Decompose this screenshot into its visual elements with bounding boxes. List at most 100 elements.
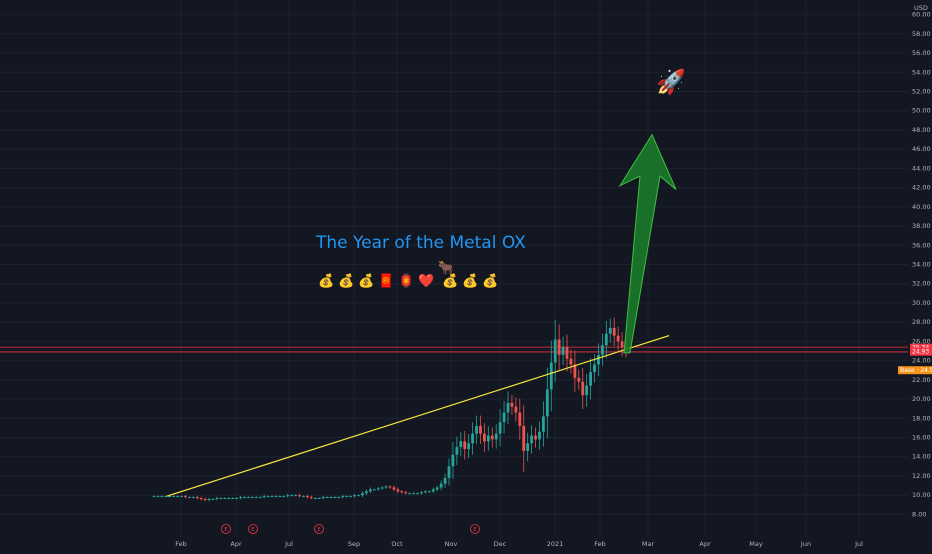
candle-body: [180, 496, 183, 498]
emoji-icon: 🏮: [398, 273, 414, 289]
candle-body: [313, 498, 317, 500]
x-tick-label: Apr: [230, 540, 242, 548]
candle-body: [608, 327, 612, 334]
candle-body: [526, 443, 530, 451]
candle-body: [258, 497, 262, 499]
candle-body: [286, 495, 290, 497]
candle-body: [424, 491, 427, 493]
candle-body: [620, 341, 624, 348]
candle-body: [199, 498, 203, 500]
candle-body: [581, 381, 585, 396]
earnings-marker[interactable]: [221, 524, 231, 534]
x-tick-label: Nov: [445, 540, 458, 548]
x-tick-label: Mar: [642, 540, 655, 548]
candle-body: [463, 441, 467, 450]
candle-body: [447, 466, 451, 478]
y-tick-label: 60.00: [912, 11, 931, 19]
trendline[interactable]: [166, 335, 670, 497]
x-axis[interactable]: Feb Apr Jul Sep Oct Nov Dec 2021 Feb Mar Apr May Jun…: [0, 537, 932, 550]
candle-body: [565, 347, 569, 359]
x-tick-label: Sep: [348, 540, 360, 548]
y-tick-label: 18.00: [912, 414, 931, 422]
emoji-line: 💰 💰 💰 🧧 🏮 ❤️🐂💰 💰 💰: [318, 261, 498, 289]
emoji-icon: 💰: [318, 273, 334, 289]
candle-body: [184, 496, 187, 498]
candle-body: [459, 441, 463, 448]
y-tick-label: 46.00: [912, 145, 931, 153]
candle-body: [514, 406, 518, 413]
x-tick-label: Jul: [854, 540, 863, 548]
candle-body: [250, 497, 254, 499]
candle-body: [247, 497, 250, 499]
rocket-icon: 🚀: [656, 68, 686, 96]
emoji-icon: ❤️: [418, 273, 435, 289]
candle-body: [188, 497, 191, 499]
y-axis[interactable]: 8.00 10.00 12.00 14.00 16.00 18.00 20.00 22.00 2…: [908, 0, 932, 550]
candle-body: [396, 489, 400, 492]
y-tick-label: 50.00: [912, 107, 931, 115]
candle-body: [612, 327, 616, 336]
earnings-marker[interactable]: [314, 524, 324, 534]
y-tick-label: 8.00: [912, 510, 926, 518]
y-tick-label: 24.00: [912, 357, 931, 365]
candle-body: [573, 364, 577, 378]
candle-body: [601, 345, 604, 355]
candle-body: [294, 495, 297, 497]
candle-body: [534, 435, 537, 440]
candle-body: [325, 497, 329, 499]
trendline-layer: [166, 335, 670, 497]
x-tick-label: 2021: [547, 540, 564, 548]
y-tick-label: 36.00: [912, 241, 931, 249]
candle-body: [569, 358, 573, 365]
emoji-icon: 💰: [338, 273, 354, 289]
candle-body: [365, 491, 368, 494]
candle-body: [408, 493, 412, 495]
price-label-box: [910, 347, 932, 356]
candle-body: [211, 499, 215, 501]
candle-body: [361, 493, 364, 496]
x-tick-label: Feb: [594, 540, 606, 548]
chart-title: The Year of the Metal OX: [315, 233, 526, 253]
x-tick-label: May: [749, 540, 763, 548]
candle-body: [412, 493, 415, 495]
y-tick-label: 22.00: [912, 376, 931, 384]
candle-body: [486, 435, 490, 442]
candle-body: [400, 491, 404, 493]
emoji-icon: 💰: [482, 273, 498, 289]
candle-body: [518, 412, 522, 426]
candle-body: [530, 435, 533, 444]
candle-body: [376, 488, 380, 490]
candle-body: [329, 497, 333, 499]
candle-body: [278, 496, 282, 498]
y-tick-label: 30.00: [912, 299, 931, 307]
emoji-icon: 💰: [462, 273, 478, 289]
x-tick-label: Oct: [391, 540, 403, 548]
candle-body: [168, 496, 172, 498]
x-tick-label: Jun: [800, 540, 811, 548]
candle-body: [321, 497, 325, 499]
candle-body: [176, 496, 179, 498]
y-tick-label: 28.00: [912, 318, 931, 326]
candle-body: [262, 496, 266, 498]
y-tick-label: 54.00: [912, 68, 931, 76]
candle-body: [597, 354, 600, 365]
candle-body: [309, 497, 313, 499]
candle-body: [522, 425, 526, 451]
candle-body: [475, 425, 478, 434]
up-arrow[interactable]: [618, 133, 677, 354]
x-tick-label: Feb: [175, 540, 187, 548]
candle-body: [368, 489, 372, 492]
candle-body: [227, 498, 231, 500]
y-tick-label: 44.00: [912, 164, 931, 172]
candle-body: [561, 347, 565, 355]
earnings-marker[interactable]: [470, 524, 480, 534]
earnings-marker-label: E: [317, 527, 320, 533]
horizontal-lines: [0, 346, 908, 353]
candle-body: [152, 496, 156, 498]
candle-body: [235, 498, 238, 500]
earnings-marker[interactable]: [248, 524, 258, 534]
candle-body: [392, 487, 396, 490]
